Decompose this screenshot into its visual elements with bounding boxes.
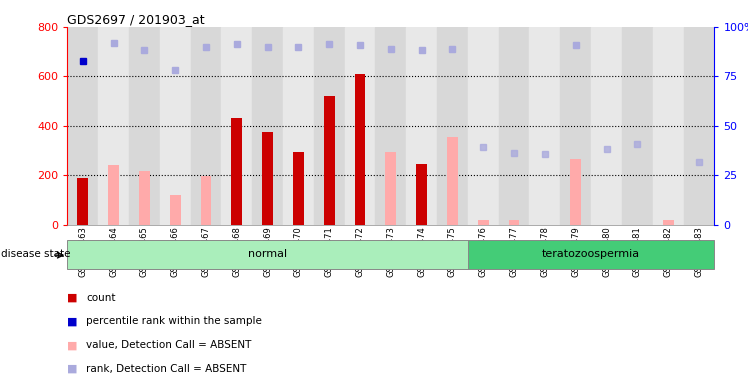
Bar (653, 27, 684, 225)
Bar (231, 118, 242, 225)
Bar (622, 27, 653, 225)
Bar (129, 27, 160, 225)
Bar (314, 27, 345, 225)
Bar (570, 159, 581, 225)
Bar (160, 27, 191, 225)
Bar (191, 27, 221, 225)
Bar (684, 27, 714, 225)
Bar (200, 176, 212, 225)
Bar (437, 27, 468, 225)
Bar (345, 27, 375, 225)
Text: percentile rank within the sample: percentile rank within the sample (86, 316, 262, 326)
Bar (170, 195, 180, 225)
Bar (560, 27, 591, 225)
Bar (324, 96, 334, 225)
Text: value, Detection Call = ABSENT: value, Detection Call = ABSENT (86, 340, 251, 350)
Bar (67, 27, 98, 225)
Text: normal: normal (248, 249, 287, 260)
Bar (98, 27, 129, 225)
Text: disease state: disease state (1, 249, 71, 259)
Bar (530, 27, 560, 225)
Text: GDS2697 / 201903_at: GDS2697 / 201903_at (67, 13, 205, 26)
Bar (252, 27, 283, 225)
Text: ■: ■ (67, 316, 78, 326)
Bar (108, 166, 119, 225)
Bar (406, 27, 437, 225)
Bar (499, 27, 530, 225)
Bar (509, 220, 519, 225)
Bar (283, 27, 314, 225)
Bar (468, 240, 714, 269)
Bar (67, 240, 468, 269)
Bar (447, 137, 458, 225)
Bar (355, 74, 366, 225)
Bar (591, 27, 622, 225)
Bar (416, 164, 427, 225)
Text: ■: ■ (67, 364, 78, 374)
Text: teratozoospermia: teratozoospermia (542, 249, 640, 260)
Text: rank, Detection Call = ABSENT: rank, Detection Call = ABSENT (86, 364, 246, 374)
Bar (221, 27, 252, 225)
Bar (139, 172, 150, 225)
Text: ■: ■ (67, 340, 78, 350)
Bar (375, 27, 406, 225)
Bar (385, 152, 396, 225)
Bar (468, 27, 499, 225)
Text: count: count (86, 293, 115, 303)
Bar (478, 220, 488, 225)
Text: ■: ■ (67, 293, 78, 303)
Bar (293, 152, 304, 225)
Bar (263, 132, 273, 225)
Bar (77, 178, 88, 225)
Bar (663, 220, 673, 225)
